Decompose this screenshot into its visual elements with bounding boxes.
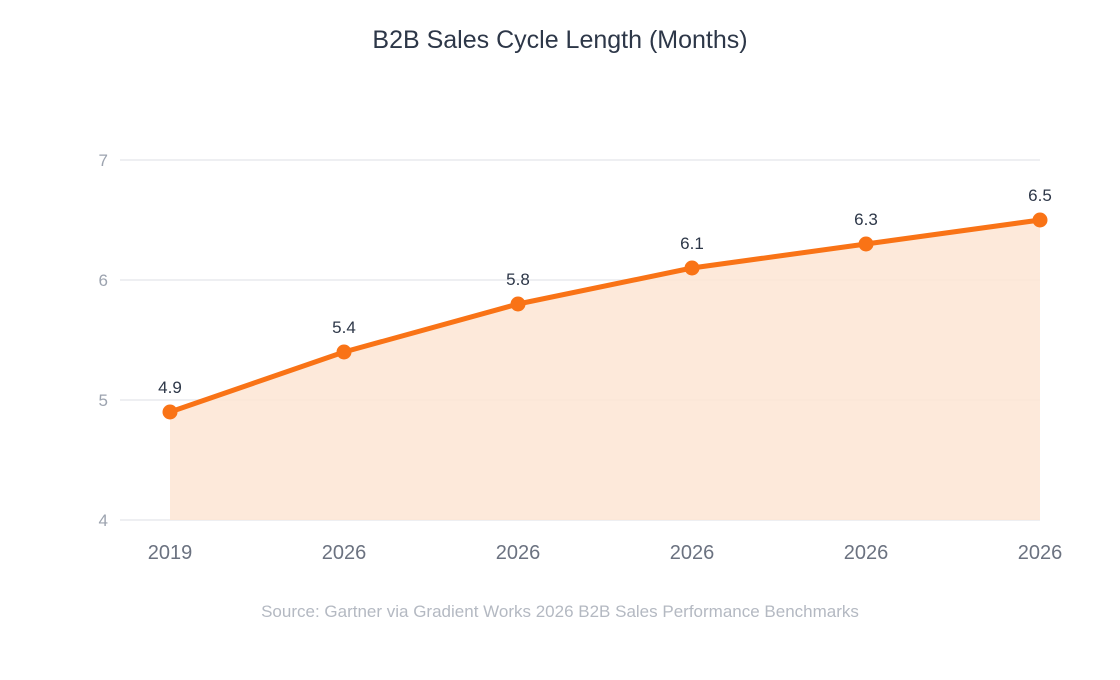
data-label: 6.3 xyxy=(854,210,878,229)
x-tick-label: 2019 xyxy=(148,542,193,564)
data-point xyxy=(510,296,526,312)
data-label: 5.4 xyxy=(332,318,356,337)
data-label: 4.9 xyxy=(158,378,182,397)
data-point xyxy=(336,344,352,360)
data-label: 5.8 xyxy=(506,270,530,289)
y-tick-label: 4 xyxy=(99,511,108,530)
area-fill xyxy=(170,220,1040,520)
x-tick-label: 2026 xyxy=(844,542,889,564)
x-tick-label: 2026 xyxy=(322,542,367,564)
y-tick-label: 6 xyxy=(99,271,108,290)
series-line xyxy=(169,217,1041,415)
data-label: 6.1 xyxy=(680,234,704,253)
data-point xyxy=(684,260,700,276)
y-tick-label: 7 xyxy=(99,151,108,170)
data-point xyxy=(858,236,874,252)
x-tick-label: 2026 xyxy=(670,542,715,564)
x-tick-label: 2026 xyxy=(496,542,541,564)
x-tick-label: 2026 xyxy=(1018,542,1063,564)
chart-title: B2B Sales Cycle Length (Months) xyxy=(372,26,748,54)
y-tick-label: 5 xyxy=(99,391,108,410)
data-point xyxy=(1032,212,1048,228)
data-label: 6.5 xyxy=(1028,186,1052,205)
source-note: Source: Gartner via Gradient Works 2026 … xyxy=(261,602,859,621)
data-point xyxy=(162,404,178,420)
